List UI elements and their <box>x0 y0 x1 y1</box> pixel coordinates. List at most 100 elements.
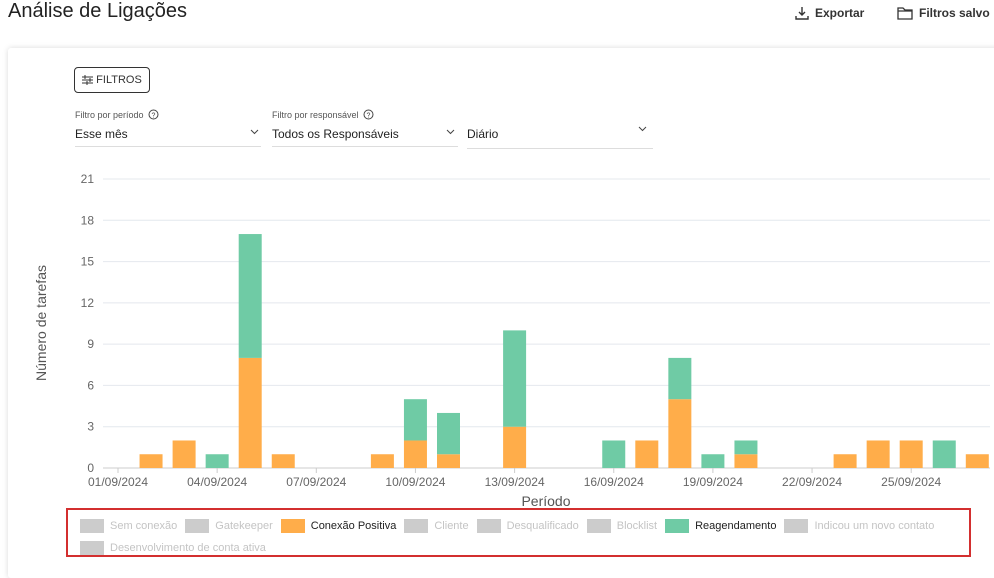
chart: Número de tarefas Período 0 3 6 9 12 15 18 21 01… <box>33 172 990 509</box>
legend-item[interactable]: Gatekeeper <box>185 515 273 537</box>
y-tick-label: 9 <box>87 337 94 351</box>
page-title: Análise de Ligações <box>8 0 188 22</box>
label-text: Filtro por período <box>75 109 144 120</box>
help-icon: ? <box>148 109 159 120</box>
legend-label: Reagendamento <box>695 520 777 532</box>
page: Análise de Ligações Exportar Filtros sal… <box>8 0 990 557</box>
legend-item[interactable]: Cliente <box>404 515 469 537</box>
bar-segment <box>403 440 427 468</box>
bar-segment <box>899 440 923 468</box>
saved-filters-label: Filtros salvo <box>919 6 990 20</box>
bar-segment <box>271 454 295 468</box>
label-text: Filtro por responsável <box>272 109 359 120</box>
filters-button-label: FILTROS <box>96 74 142 86</box>
select-value: Todos os Responsáveis <box>272 127 399 141</box>
legend-label: Gatekeeper <box>215 520 273 532</box>
x-tick-label: 19/09/2024 <box>683 475 743 489</box>
export-button[interactable]: Exportar <box>795 6 864 20</box>
owner-select[interactable]: Todos os Responsáveis <box>272 127 458 147</box>
legend-label: Desenvolvimento de conta ativa <box>110 542 266 554</box>
filters-button[interactable]: FILTROS <box>74 67 150 93</box>
bar-segment <box>437 412 460 455</box>
bar-segment <box>503 330 527 427</box>
legend-swatch <box>80 541 104 555</box>
bar-segment <box>403 399 427 441</box>
bar-segment <box>205 454 229 468</box>
x-tick-label: 22/09/2024 <box>782 475 842 489</box>
bar-segment <box>635 440 659 468</box>
bar-segment <box>370 454 394 468</box>
y-tick-label: 15 <box>81 255 95 269</box>
bar-segment <box>602 440 626 468</box>
legend-label: Indicou um novo contato <box>814 520 935 532</box>
chevron <box>250 129 259 135</box>
bar-segment <box>668 399 692 468</box>
y-tick-label: 18 <box>81 213 95 227</box>
legend-swatch <box>586 519 611 533</box>
legend-swatch <box>280 519 305 533</box>
legend-label: Sem conexão <box>110 520 178 532</box>
legend-swatch <box>404 519 429 533</box>
legend-item[interactable]: Blocklist <box>586 515 658 537</box>
bar-segment <box>172 440 196 468</box>
bar-segment <box>833 454 857 468</box>
bar-segment <box>734 440 758 455</box>
y-tick-label: 3 <box>87 420 94 434</box>
x-tick-label: 10/09/2024 <box>385 475 445 489</box>
legend: Sem conexão Gatekeeper Conexão Positiva Cli… <box>66 508 971 557</box>
x-tick-label: 13/09/2024 <box>485 475 545 489</box>
period-select[interactable]: Esse mês <box>75 127 261 147</box>
saved-filters-button[interactable]: Filtros salvo <box>897 6 990 20</box>
legend-item[interactable]: Desqualificado <box>476 515 579 537</box>
y-axis-title: Número de tarefas <box>33 265 49 381</box>
bar-segment <box>734 454 758 468</box>
x-tick-label: 07/09/2024 <box>286 475 346 489</box>
legend-swatch <box>476 519 501 533</box>
bar-segment <box>932 440 956 468</box>
x-tick-label: 04/09/2024 <box>187 475 247 489</box>
granularity-select[interactable]: Diário <box>467 126 653 149</box>
tune-icon <box>82 75 94 85</box>
legend-item[interactable]: Reagendamento <box>665 515 776 537</box>
legend-item[interactable]: Desenvolvimento de conta ativa <box>80 537 266 559</box>
bar-segment <box>238 234 262 358</box>
bar-segment <box>238 357 262 468</box>
legend-item[interactable]: Conexão Positiva <box>280 515 397 537</box>
owner-filter-label: Filtro por responsável? <box>272 109 374 120</box>
bar-segment <box>965 454 989 468</box>
legend-swatch <box>185 519 210 533</box>
legend-item[interactable]: Indicou um novo contato <box>784 515 934 537</box>
chevron <box>446 129 455 135</box>
folder-icon <box>897 7 913 20</box>
legend-label: Desqualificado <box>506 520 579 532</box>
download-icon <box>795 7 809 20</box>
svg-text:?: ? <box>151 113 155 120</box>
y-tick-label: 12 <box>81 296 95 310</box>
legend-label: Blocklist <box>616 520 658 532</box>
legend-swatch <box>784 519 809 533</box>
x-axis-title: Período <box>521 493 570 509</box>
bar-segment <box>503 426 527 468</box>
legend-label: Conexão Positiva <box>310 520 397 532</box>
chevron <box>638 126 647 132</box>
select-value: Esse mês <box>75 127 128 141</box>
bar-segment <box>437 454 460 468</box>
svg-text:?: ? <box>366 113 370 120</box>
y-tick-label: 0 <box>87 461 94 475</box>
legend-swatch <box>665 519 690 533</box>
bar-segment <box>701 454 725 468</box>
y-tick-label: 6 <box>87 378 94 392</box>
period-filter-label: Filtro por período? <box>75 109 159 120</box>
legend-label: Cliente <box>434 520 469 532</box>
select-value: Diário <box>467 127 499 141</box>
card <box>8 48 994 578</box>
bar-segment <box>866 440 890 468</box>
x-tick-label: 16/09/2024 <box>584 475 644 489</box>
x-tick-label: 25/09/2024 <box>881 475 941 489</box>
legend-item[interactable]: Sem conexão <box>80 515 177 537</box>
x-tick-label: 01/09/2024 <box>88 475 148 489</box>
bar-segment <box>668 357 692 400</box>
y-tick-label: 21 <box>81 172 95 186</box>
bar-segment <box>139 454 163 468</box>
help-icon: ? <box>363 109 374 120</box>
